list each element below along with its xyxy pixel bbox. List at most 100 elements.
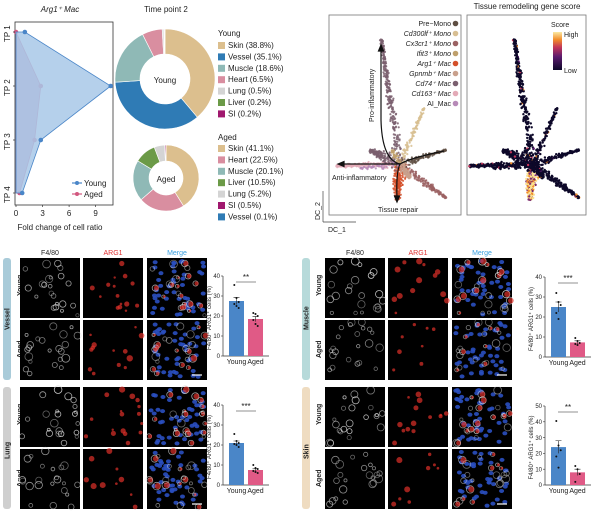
nucleus <box>489 280 495 285</box>
nucleus <box>174 357 180 362</box>
cell-point <box>430 185 433 188</box>
f480-signal <box>468 405 474 411</box>
score-point <box>527 133 530 137</box>
replicate-point <box>254 323 257 325</box>
arg1-signal <box>111 428 114 431</box>
f480-signal <box>340 425 348 433</box>
nucleus <box>152 260 158 265</box>
nucleus <box>161 441 167 446</box>
score-point <box>524 119 527 122</box>
arg1-signal <box>122 273 128 279</box>
score-point <box>514 167 517 170</box>
f480-signal <box>327 280 336 289</box>
f480-signal <box>376 470 383 477</box>
score-point <box>536 156 539 159</box>
cell-point <box>403 152 406 155</box>
f480-signal <box>460 477 467 485</box>
score-point <box>557 180 560 184</box>
f480-signal <box>165 280 173 288</box>
arg1-signal <box>138 430 143 435</box>
f480-signal <box>73 331 82 340</box>
nucleus <box>458 277 464 282</box>
nucleus <box>475 356 481 361</box>
f480-signal <box>42 259 51 269</box>
nucleus <box>453 331 459 336</box>
nucleus <box>465 350 471 355</box>
f480-signal <box>484 300 493 309</box>
cell-point <box>379 158 383 161</box>
score-point <box>520 100 524 103</box>
f480-signal <box>38 337 46 344</box>
cell-point <box>379 151 382 154</box>
nucleus <box>470 302 476 307</box>
bar-aged <box>248 319 263 356</box>
age-row-label: Young <box>316 275 323 296</box>
cell-point <box>395 159 399 162</box>
f480-signal <box>347 322 353 328</box>
cell-point <box>380 39 383 42</box>
arg1-signal <box>154 483 161 490</box>
f480-signal <box>501 303 508 310</box>
cell-point <box>393 185 397 188</box>
nucleus <box>505 402 511 407</box>
arg1-signal <box>106 282 111 287</box>
nucleus <box>498 284 504 289</box>
cell-point <box>396 145 399 148</box>
cell-point <box>386 102 389 105</box>
cell-point <box>395 152 398 155</box>
bar-y-tick-label: 40 <box>535 275 542 281</box>
nucleus <box>502 419 508 424</box>
score-point <box>530 151 533 154</box>
arg1-signal <box>122 431 128 437</box>
arg1-signal <box>183 260 189 267</box>
nucleus <box>174 441 180 446</box>
score-point <box>553 112 556 116</box>
age-row-label: Young <box>316 404 323 425</box>
cell-point <box>357 164 360 167</box>
score-point <box>490 164 493 167</box>
young-legend-label: Liver (0.2%) <box>228 98 271 107</box>
score-point <box>530 161 533 164</box>
nucleus <box>472 436 478 441</box>
cell-point <box>415 121 419 124</box>
score-point <box>526 110 529 113</box>
cluster-legend-label: Cd300lf⁺ Mono <box>404 31 451 38</box>
f480-signal <box>53 385 63 394</box>
score-point <box>547 161 550 165</box>
score-point <box>541 139 544 142</box>
score-point <box>515 166 519 169</box>
score-point <box>544 127 548 130</box>
score-point <box>519 90 522 94</box>
nucleus <box>158 271 164 276</box>
f480-signal <box>500 471 508 479</box>
score-point <box>525 182 528 186</box>
score-point <box>541 163 544 166</box>
f480-signal <box>368 480 377 489</box>
replicate-point <box>576 344 579 346</box>
cell-point <box>418 115 422 119</box>
cell-point <box>404 162 407 165</box>
dc1-label: DC_1 <box>328 227 346 234</box>
f480-signal <box>155 503 161 508</box>
tissue-label: Lung <box>5 442 12 459</box>
f480-signal <box>73 410 78 415</box>
score-point <box>527 141 530 144</box>
score-point <box>492 167 495 170</box>
arg1-signal <box>153 333 156 337</box>
nucleus <box>194 335 200 340</box>
cell-point <box>393 191 396 194</box>
f480-signal <box>64 392 73 401</box>
cell-point <box>368 151 372 154</box>
cell-point <box>393 136 396 139</box>
f480-signal <box>60 487 68 494</box>
arg1-signal <box>151 367 157 372</box>
f480-signal <box>370 330 375 335</box>
channel-header: Merge <box>472 250 492 257</box>
arg1-signal <box>464 335 468 339</box>
score-point <box>538 169 541 172</box>
f480-signal <box>151 352 161 361</box>
young-point <box>108 83 113 89</box>
score-point <box>536 152 539 155</box>
cell-point <box>394 125 398 128</box>
f480-signal <box>452 438 461 448</box>
